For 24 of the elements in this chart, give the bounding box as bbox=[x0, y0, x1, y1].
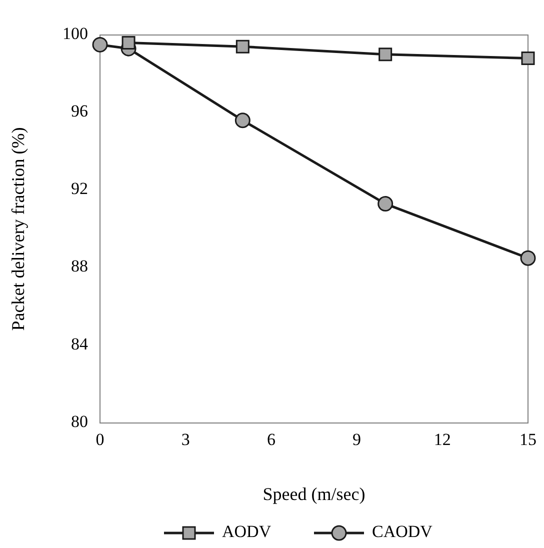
y-tick-label: 96 bbox=[71, 102, 88, 121]
legend-label: AODV bbox=[222, 522, 272, 541]
y-axis-title: Packet delivery fraction (%) bbox=[8, 127, 28, 331]
point bbox=[236, 40, 250, 54]
legend-label: CAODV bbox=[372, 522, 434, 541]
point bbox=[521, 52, 535, 66]
x-tick-label: 12 bbox=[434, 430, 451, 449]
y-tick-label: 80 bbox=[71, 412, 88, 431]
y-tick-label: 100 bbox=[62, 24, 88, 43]
point bbox=[122, 36, 136, 50]
y-tick-label: 84 bbox=[71, 334, 88, 354]
point bbox=[92, 36, 108, 52]
y-tick-label: 92 bbox=[71, 179, 88, 198]
point bbox=[520, 250, 536, 266]
point bbox=[234, 112, 250, 128]
point bbox=[378, 196, 394, 212]
x-axis-title: Speed (m/sec) bbox=[262, 484, 366, 504]
x-tick-label: 15 bbox=[520, 430, 536, 449]
y-tick-label: 88 bbox=[71, 256, 88, 276]
x-tick-label: 9 bbox=[352, 430, 362, 449]
point bbox=[378, 48, 392, 62]
x-tick-label: 0 bbox=[96, 430, 104, 449]
x-tick-label: 6 bbox=[266, 430, 276, 449]
x-tick-label: 3 bbox=[181, 430, 190, 449]
